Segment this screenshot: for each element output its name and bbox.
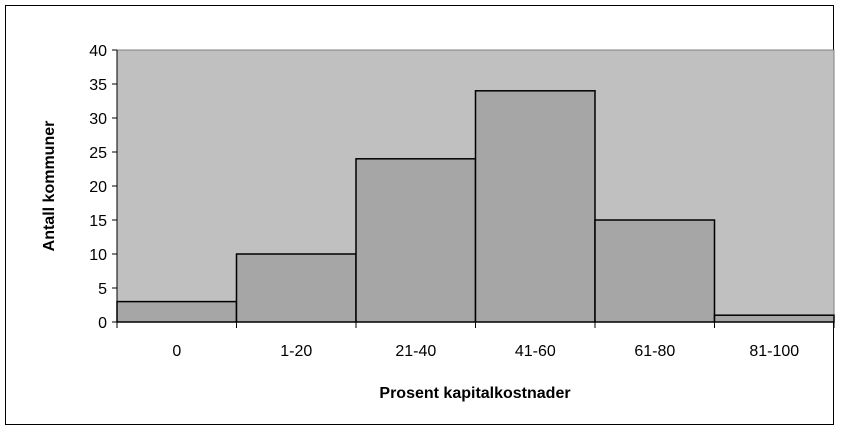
bar-0 <box>116 300 238 323</box>
y-axis: 0 5 10 15 20 25 30 35 40 <box>89 43 118 332</box>
y-tick-label: 40 <box>89 43 107 60</box>
y-tick-label: 5 <box>98 281 107 298</box>
bar-61-80 <box>594 219 716 323</box>
x-tick-label: 81-100 <box>749 343 799 360</box>
y-tick-label: 10 <box>89 247 107 264</box>
bar-21-40 <box>355 158 477 323</box>
bar-1-20 <box>235 253 357 323</box>
y-axis-title: Antall kommuner <box>41 121 58 252</box>
x-axis-title: Prosent kapitalkostnader <box>379 385 570 402</box>
x-tick-label: 41-60 <box>515 343 556 360</box>
x-tick-label: 21-40 <box>395 343 436 360</box>
x-tick-label: 1-20 <box>280 343 312 360</box>
x-tick-label: 0 <box>172 343 181 360</box>
bar-41-60 <box>474 90 596 323</box>
y-tick-label: 20 <box>89 179 107 196</box>
x-axis: 0 1-20 21-40 41-60 61-80 81-100 <box>116 321 835 360</box>
y-tick-label: 15 <box>89 213 107 230</box>
bars-group <box>116 90 835 323</box>
bar-81-100 <box>713 314 835 323</box>
x-tick-label: 61-80 <box>634 343 675 360</box>
y-tick-label: 0 <box>98 315 107 332</box>
y-tick-label: 30 <box>89 111 107 128</box>
y-tick-label: 35 <box>89 77 107 94</box>
y-tick-label: 25 <box>89 145 107 162</box>
